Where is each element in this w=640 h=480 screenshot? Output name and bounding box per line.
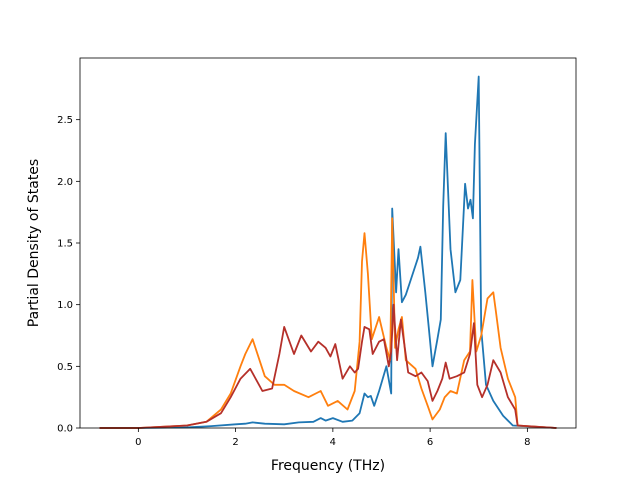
x-tick-label: 4 xyxy=(330,437,336,448)
y-axis-ticks: 0.0 0.5 1.0 1.5 2.0 2.5 xyxy=(57,115,80,435)
x-axis-label: Frequency (THz) xyxy=(271,458,385,474)
x-tick-label: 8 xyxy=(524,437,530,448)
x-tick-label: 0 xyxy=(135,437,141,448)
series-line-1 xyxy=(99,75,557,429)
y-tick-label: 2.5 xyxy=(57,115,73,126)
y-axis-label: Partial Density of States xyxy=(26,159,42,327)
x-tick-label: 2 xyxy=(232,437,238,448)
x-axis-ticks: 0 2 4 6 8 xyxy=(135,428,531,448)
y-tick-label: 1.0 xyxy=(57,300,73,311)
y-tick-label: 2.0 xyxy=(57,177,73,188)
series-layer xyxy=(99,75,557,429)
y-tick-label: 0.0 xyxy=(57,424,73,435)
series-line-3 xyxy=(99,303,557,429)
y-tick-label: 0.5 xyxy=(57,362,73,373)
y-tick-label: 1.5 xyxy=(57,239,73,250)
x-tick-label: 6 xyxy=(427,437,433,448)
